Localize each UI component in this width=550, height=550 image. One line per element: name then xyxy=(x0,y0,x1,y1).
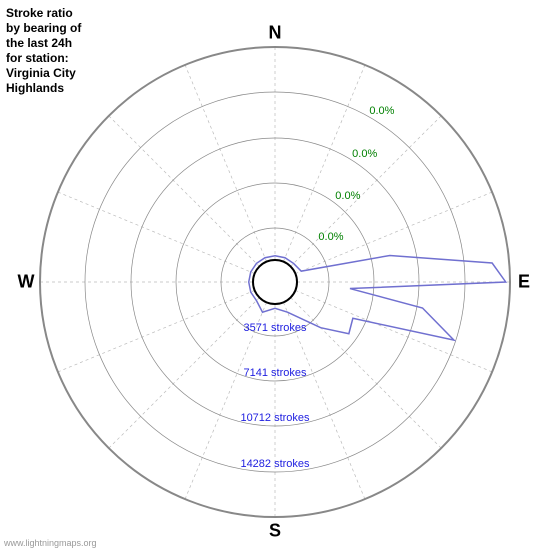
ring-label-top-4: 0.0% xyxy=(369,105,394,117)
compass-s: S xyxy=(269,521,281,542)
chart-title: Stroke ratio by bearing of the last 24h … xyxy=(6,6,81,96)
ring-label-bottom-4: 14282 strokes xyxy=(240,458,309,470)
compass-w: W xyxy=(18,272,35,293)
ring-label-bottom-2: 7141 strokes xyxy=(244,367,307,379)
ring-label-top-1: 0.0% xyxy=(318,231,343,243)
inner-circle xyxy=(253,260,297,304)
ring-label-top-2: 0.0% xyxy=(335,190,360,202)
footer-link: www.lightningmaps.org xyxy=(4,538,97,548)
compass-e: E xyxy=(518,272,530,293)
compass-n: N xyxy=(269,23,282,44)
ring-label-top-3: 0.0% xyxy=(352,148,377,160)
ring-label-bottom-3: 10712 strokes xyxy=(240,412,309,424)
ring-label-bottom-1: 3571 strokes xyxy=(244,322,307,334)
